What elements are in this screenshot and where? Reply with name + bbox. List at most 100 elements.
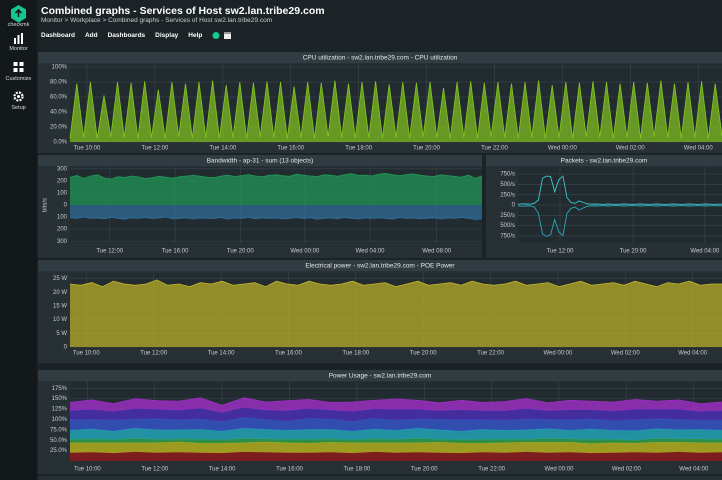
x-tick-label: Wed 04:00 <box>356 249 386 255</box>
x-tick-label: Wed 04:00 <box>684 146 714 152</box>
y-tick-label: 0.0% <box>53 140 67 146</box>
menu-item[interactable]: Add <box>84 32 98 39</box>
series-line <box>69 397 722 406</box>
x-tick-label: Wed 02:00 <box>612 467 642 473</box>
y-tick-label: 175% <box>52 386 68 392</box>
x-tick-label: Tue 10:00 <box>73 351 100 357</box>
x-tick-label: Tue 16:00 <box>276 467 303 473</box>
y-tick-label: 20.0% <box>50 125 68 131</box>
x-tick-label: Tue 16:00 <box>277 146 304 152</box>
x-tick-label: Wed 00:00 <box>543 351 573 357</box>
nav-item[interactable]: Customize <box>5 76 32 82</box>
chart-title: CPU utilization - sw2.lan.tribe29.com - … <box>303 55 458 62</box>
area <box>70 451 722 461</box>
panel-titlebar <box>38 370 722 381</box>
y-tick-label: 5 W <box>56 331 67 337</box>
y-tick-label: 100% <box>52 417 68 423</box>
y-tick-label: 250/s <box>500 192 515 198</box>
plot-area <box>70 64 722 142</box>
logo-icon <box>11 5 26 23</box>
y-tick-label: 200 <box>57 227 68 233</box>
x-tick-label: Wed 04:00 <box>678 351 708 357</box>
series-line <box>69 216 483 220</box>
area <box>70 279 722 347</box>
y-tick-label: 0 <box>64 203 68 209</box>
y-tick-label: 60.0% <box>50 95 68 101</box>
y-tick-label: 100 <box>57 191 68 197</box>
y-tick-label: 50.0% <box>50 438 68 444</box>
area <box>70 205 482 220</box>
panel-titlebar <box>486 155 722 166</box>
y-tick-label: 25 W <box>53 276 67 282</box>
y-axis-label: bits/s <box>43 198 49 212</box>
y-tick-label: 750/s <box>500 234 515 240</box>
x-tick-label: Tue 18:00 <box>345 146 372 152</box>
chart-title: Packets - sw2.lan.tribe29.com <box>561 158 648 165</box>
x-tick-label: Tue 18:00 <box>342 351 369 357</box>
x-tick-label: Tue 18:00 <box>343 467 370 473</box>
series-line <box>517 205 722 237</box>
x-tick-label: Tue 20:00 <box>411 467 438 473</box>
menu-item[interactable]: Dashboards <box>107 32 146 39</box>
logo-text: checkmk <box>7 22 30 28</box>
nav-item[interactable]: Setup <box>11 105 26 111</box>
x-tick-label: Tue 20:00 <box>620 249 647 255</box>
x-tick-label: Wed 00:00 <box>290 249 320 255</box>
customize-icon <box>13 62 24 72</box>
x-tick-label: Wed 00:00 <box>548 146 578 152</box>
y-tick-label: 80.0% <box>50 80 68 86</box>
y-tick-label: 75.0% <box>50 427 68 433</box>
area <box>70 441 722 454</box>
area <box>70 407 722 422</box>
menu-bar: Dashboard Add Dashboards Display Help <box>41 31 232 40</box>
series-line <box>69 279 722 288</box>
breadcrumb[interactable]: Monitor > Workplace > Combined graphs - … <box>41 17 273 24</box>
area <box>70 428 722 441</box>
series-line <box>69 172 483 180</box>
x-tick-label: Tue 14:00 <box>208 351 235 357</box>
y-tick-label: 750/s <box>500 172 515 178</box>
x-tick-label: Tue 14:00 <box>209 146 236 152</box>
x-tick-label: Tue 12:00 <box>96 249 123 255</box>
x-tick-label: Tue 12:00 <box>141 146 168 152</box>
series-line <box>69 80 722 139</box>
page-title: Combined graphs - Services of Host sw2.l… <box>41 5 325 17</box>
x-tick-label: Tue 22:00 <box>477 351 504 357</box>
x-tick-label: Tue 16:00 <box>162 249 189 255</box>
x-tick-label: Tue 14:00 <box>209 467 236 473</box>
x-tick-label: Tue 20:00 <box>413 146 440 152</box>
chart-title: Electrical power - sw2.lan.tribe29.com -… <box>305 263 455 270</box>
y-tick-label: 125% <box>52 407 68 413</box>
x-tick-label: Wed 02:00 <box>616 146 646 152</box>
y-tick-label: 40.0% <box>50 110 68 116</box>
y-tick-label: 200 <box>57 178 68 184</box>
y-tick-label: 250/s <box>500 213 515 219</box>
y-tick-label: 100% <box>52 65 68 71</box>
menu-item[interactable]: Dashboard <box>41 32 75 39</box>
x-tick-label: Tue 20:00 <box>410 351 437 357</box>
menu-icons[interactable] <box>212 31 232 40</box>
x-tick-label: Tue 20:00 <box>227 249 254 255</box>
x-tick-label: Tue 22:00 <box>478 467 505 473</box>
x-tick-label: Wed 04:00 <box>679 467 709 473</box>
x-tick-label: Tue 12:00 <box>547 249 574 255</box>
x-tick-label: Tue 12:00 <box>141 467 168 473</box>
x-tick-label: Tue 10:00 <box>74 467 101 473</box>
panel-titlebar <box>38 260 722 271</box>
y-tick-label: 15 W <box>53 303 67 309</box>
y-tick-label: 150% <box>52 396 68 402</box>
chart-title: Bandwidth - ap-31 - sum (13 objects) <box>207 158 314 165</box>
x-tick-label: Wed 08:00 <box>422 249 452 255</box>
nav-item[interactable]: Monitor <box>9 46 28 52</box>
sidebar: checkmk Monitor Customize Setup <box>0 0 37 480</box>
menu-item[interactable]: Help <box>188 32 203 39</box>
y-tick-label: 500/s <box>500 223 515 229</box>
menu-item[interactable]: Display <box>155 32 179 39</box>
series-line <box>517 175 722 205</box>
x-tick-label: Wed 04:00 <box>690 249 720 255</box>
panel <box>38 476 722 480</box>
area <box>70 173 482 205</box>
x-tick-label: Wed 02:00 <box>611 351 641 357</box>
x-tick-label: Wed 00:00 <box>545 467 575 473</box>
